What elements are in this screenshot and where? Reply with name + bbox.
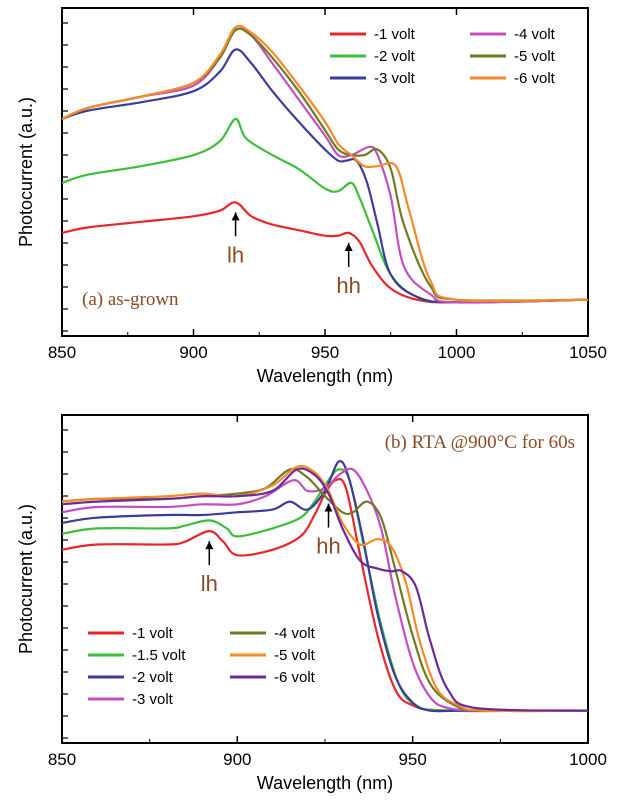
legend-label: -1.5 volt	[132, 647, 186, 664]
x-tick-label: 1050	[569, 343, 607, 362]
annotation-arrowhead	[231, 212, 240, 221]
series-line-2v	[61, 460, 588, 713]
x-tick-label: 1000	[569, 750, 607, 769]
series-line-3v	[61, 467, 589, 712]
panel-title: (b) RTA @900°C for 60s	[385, 432, 575, 453]
series-line-5v	[61, 464, 589, 713]
series-line-6v	[61, 24, 589, 303]
annotation-label: lh	[201, 571, 218, 596]
x-axis-label: Wavelength (nm)	[257, 773, 393, 793]
series-line-1v	[61, 477, 589, 713]
legend-label: -4 volt	[274, 625, 316, 642]
legend-label: -2 volt	[374, 48, 416, 65]
annotation-arrowhead	[205, 541, 214, 550]
series-line-5v	[61, 27, 589, 302]
x-tick-label: 1000	[438, 343, 476, 362]
legend-label: -6 volt	[514, 70, 556, 87]
chart-panel-b: 850 900 950 1000 Wavelength (nm) Photocurrent…	[16, 414, 607, 793]
annotation-arrowhead	[344, 242, 353, 251]
legend-label: -3 volt	[132, 691, 174, 708]
x-tick-label: 950	[311, 343, 339, 362]
panel-title: (a) as-grown	[82, 289, 179, 310]
legend-label: -6 volt	[274, 669, 316, 686]
legend-label: -4 volt	[514, 26, 556, 43]
annotation-label: hh	[336, 273, 360, 298]
series-line-2v	[61, 117, 589, 304]
x-tick-label: 950	[398, 750, 426, 769]
annotation-label: hh	[316, 534, 340, 559]
annotation-arrowhead	[324, 503, 333, 512]
chart-panel-a: 850 900 950 1000 1050 Wavelength (nm) Photocur…	[16, 7, 607, 386]
legend-label: -5 volt	[274, 647, 316, 664]
y-axis-label: Photocurrent (a.u.)	[16, 504, 36, 654]
legend-label: -5 volt	[514, 48, 556, 65]
annotation-label: lh	[227, 242, 244, 267]
series-line-4v	[61, 27, 589, 304]
x-tick-label: 850	[48, 343, 76, 362]
legend-label: -3 volt	[374, 70, 416, 87]
x-axis-label: Wavelength (nm)	[257, 366, 393, 386]
legend-label: -1 volt	[374, 26, 416, 43]
series-line-6v	[61, 467, 589, 712]
legend-label: -1 volt	[132, 625, 174, 642]
x-tick-label: 900	[223, 750, 251, 769]
y-axis-label: Photocurrent (a.u.)	[16, 97, 36, 247]
x-tick-label: 900	[179, 343, 207, 362]
series-line-1v	[61, 201, 589, 304]
x-tick-label: 850	[48, 750, 76, 769]
legend-label: -2 volt	[132, 669, 174, 686]
series-line-3v	[61, 48, 589, 304]
plot-frame	[61, 7, 589, 337]
